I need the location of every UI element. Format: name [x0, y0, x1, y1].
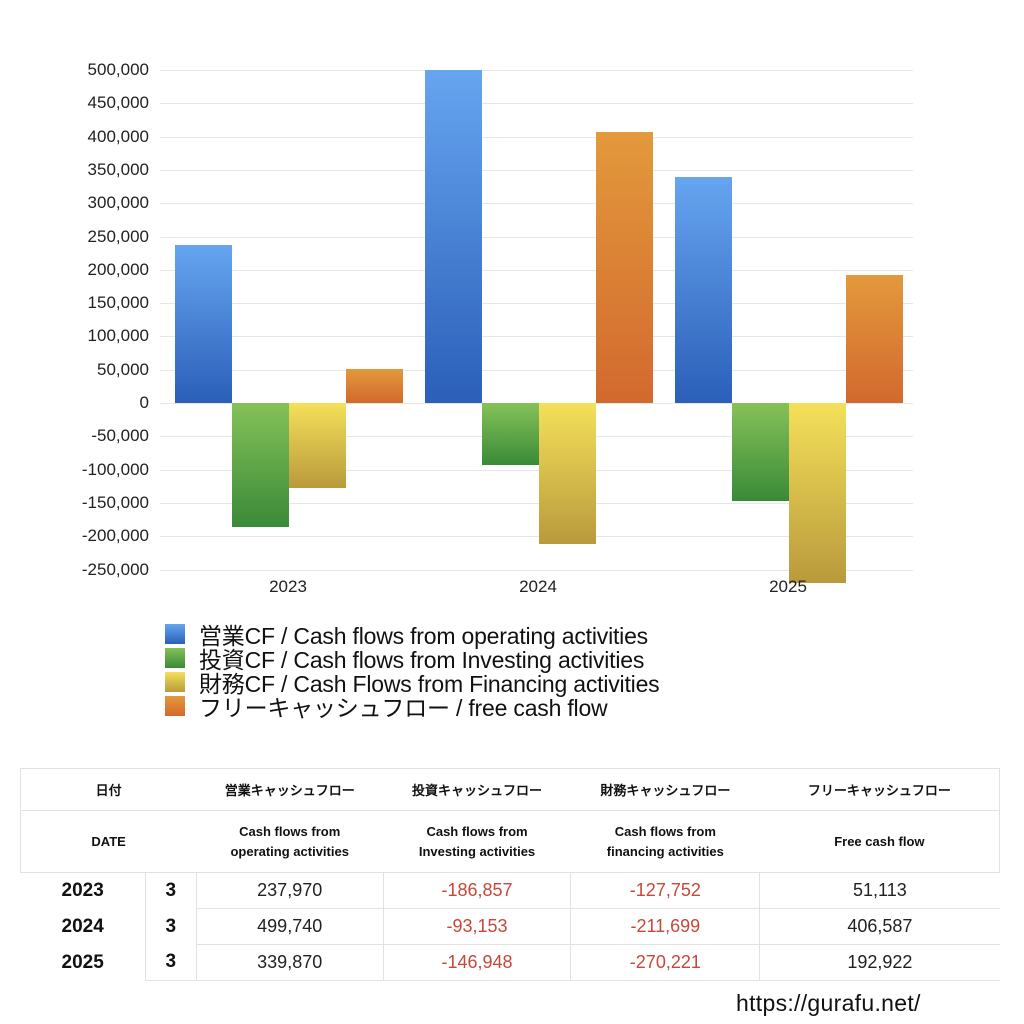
y-tick-label: 350,000 [87, 159, 149, 179]
legend-item-free-cash-flow: フリーキャッシュフロー / free cash flow [165, 694, 659, 721]
y-tick-label: 500,000 [87, 60, 149, 79]
x-tick-2025: 2025 [769, 577, 807, 596]
legend-label: 財務CF / Cash Flows from Financing activit… [199, 671, 660, 697]
gridline [160, 237, 913, 238]
table-row: 2024 3 499,740 -93,153 -211,699 406,587 [20, 908, 1000, 945]
source-url: https://gurafu.net/ [736, 990, 921, 1016]
header-free-jp: フリーキャッシュフロー [759, 768, 1000, 811]
cell-investing: -186,857 [382, 872, 572, 909]
cash-flow-bar-chart: 500,000 450,000 400,000 350,000 300,000 250,0… [81, 60, 913, 596]
y-tick-label: -50,000 [91, 426, 149, 446]
y-tick-label: 300,000 [87, 193, 149, 213]
gridline [160, 470, 913, 471]
cell-financing: -127,752 [570, 872, 761, 909]
bar-operating-2023 [175, 244, 232, 403]
header-operating-en: Cash flows from operating activities [196, 810, 384, 873]
y-tick-label: 150,000 [87, 293, 149, 313]
header-financing-jp: 財務キャッシュフロー [570, 768, 760, 811]
legend-item-investing: 投資CF / Cash flows from Investing activit… [165, 646, 659, 673]
table-header-en: DATE Cash flows from operating activitie… [20, 810, 1000, 873]
header-date-en: DATE [20, 810, 197, 873]
legend-label: フリーキャッシュフロー / free cash flow [199, 695, 608, 721]
gridline [160, 270, 913, 271]
legend-item-financing: 財務CF / Cash Flows from Financing activit… [165, 670, 660, 697]
gridline [160, 103, 913, 104]
bar-free-cash-flow-2024 [596, 132, 653, 403]
header-free-en: Free cash flow [759, 810, 1000, 873]
cell-month: 3 [144, 908, 197, 945]
cell-month: 3 [144, 872, 197, 909]
x-tick-2023: 2023 [269, 577, 307, 596]
table-row: 2025 3 339,870 -146,948 -270,221 192,922 [20, 944, 1000, 981]
y-tick-label: -250,000 [81, 559, 149, 579]
y-tick-label: -150,000 [81, 492, 149, 512]
cell-free: 406,587 [759, 908, 1000, 945]
legend-item-operating: 営業CF / Cash flows from operating activit… [165, 622, 659, 649]
y-tick-label: 400,000 [87, 126, 149, 146]
cell-operating: 339,870 [195, 944, 384, 981]
bar-financing-2024 [539, 403, 596, 544]
legend-label: 営業CF / Cash flows from operating activit… [199, 623, 648, 649]
header-financing-en: Cash flows from financing activities [570, 810, 760, 873]
cell-operating: 237,970 [195, 872, 384, 909]
cell-investing: -146,948 [382, 944, 572, 981]
gridline [160, 336, 913, 337]
cell-financing: -270,221 [570, 944, 761, 981]
cell-financing: -211,699 [570, 908, 761, 945]
y-tick-label: 50,000 [97, 359, 149, 379]
bar-free-cash-flow-2025 [846, 274, 903, 403]
bar-operating-2025 [675, 176, 732, 403]
cell-free: 192,922 [759, 944, 1000, 981]
y-tick-label: -100,000 [81, 459, 149, 479]
y-tick-label: 200,000 [87, 259, 149, 279]
legend-swatch-operating [165, 624, 185, 644]
x-tick-2024: 2024 [519, 577, 557, 596]
gridline [160, 303, 913, 304]
bar-investing-2024 [482, 403, 539, 466]
y-tick-label: 100,000 [87, 326, 149, 346]
chart-legend: 営業CF / Cash flows from operating activit… [165, 622, 660, 721]
bar-operating-2024 [425, 70, 482, 403]
cell-year: 2024 [20, 908, 146, 945]
gridline [160, 203, 913, 204]
bar-investing-2023 [232, 403, 289, 528]
header-investing-jp: 投資キャッシュフロー [383, 768, 571, 811]
cell-free: 51,113 [759, 872, 1000, 909]
cell-operating: 499,740 [195, 908, 384, 945]
gridline [160, 170, 913, 171]
header-investing-en: Cash flows from Investing activities [383, 810, 571, 873]
y-tick-label: 250,000 [87, 226, 149, 246]
legend-swatch-financing [165, 672, 185, 692]
gridline [160, 370, 913, 371]
gridline [160, 536, 913, 537]
bar-free-cash-flow-2023 [346, 368, 403, 403]
bar-financing-2025 [789, 403, 846, 583]
bar-investing-2025 [732, 403, 789, 501]
legend-label: 投資CF / Cash flows from Investing activit… [199, 647, 645, 673]
header-operating-jp: 営業キャッシュフロー [196, 768, 384, 811]
cash-flow-table: 日付 営業キャッシュフロー 投資キャッシュフロー 財務キャッシュフロー フリーキ… [20, 768, 1000, 981]
cell-month: 3 [144, 944, 197, 981]
header-date-jp: 日付 [20, 768, 197, 811]
cell-year: 2025 [20, 944, 146, 981]
y-tick-label: 450,000 [87, 93, 149, 113]
cell-year: 2023 [20, 872, 146, 909]
table-header-jp: 日付 営業キャッシュフロー 投資キャッシュフロー 財務キャッシュフロー フリーキ… [20, 768, 1000, 811]
gridline [160, 137, 913, 138]
y-tick-label: -200,000 [81, 526, 149, 546]
table-row: 2023 3 237,970 -186,857 -127,752 51,113 [20, 872, 1000, 909]
legend-swatch-free-cash-flow [165, 696, 185, 716]
legend-swatch-investing [165, 648, 185, 668]
cell-investing: -93,153 [382, 908, 572, 945]
gridline [160, 570, 913, 571]
bar-financing-2023 [289, 403, 346, 489]
gridline [160, 503, 913, 504]
gridline [160, 70, 913, 71]
y-tick-label: 0 [139, 393, 149, 412]
